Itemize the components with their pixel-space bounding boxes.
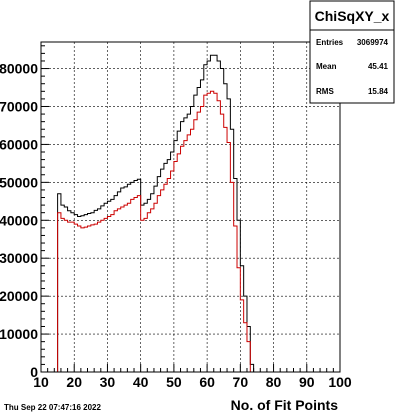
stats-label-entries: Entries bbox=[316, 38, 344, 47]
x-tick-label: 50 bbox=[166, 374, 182, 390]
y-tick-label: 0 bbox=[30, 364, 38, 380]
stats-value-mean: 45.41 bbox=[368, 62, 389, 71]
x-tick-label: 90 bbox=[299, 374, 315, 390]
series-layer bbox=[57, 54, 261, 373]
stats-box-frame bbox=[309, 0, 395, 104]
stats-value-entries: 3069974 bbox=[357, 38, 389, 47]
stats-label-mean: Mean bbox=[316, 62, 337, 71]
y-tick-label: 20000 bbox=[0, 288, 38, 304]
y-tick-label: 40000 bbox=[0, 212, 38, 228]
y-tick-label: 70000 bbox=[0, 98, 38, 114]
y-tick-label: 30000 bbox=[0, 250, 38, 266]
stats-title: ChiSqXY_x bbox=[315, 8, 390, 24]
x-tick-label: 60 bbox=[199, 374, 215, 390]
ticks bbox=[40, 45, 341, 373]
x-axis-title: No. of Fit Points bbox=[231, 397, 339, 413]
y-tick-label: 60000 bbox=[0, 136, 38, 152]
grid bbox=[41, 42, 340, 372]
x-tick-label: 80 bbox=[266, 374, 282, 390]
x-tick-label: 30 bbox=[100, 374, 116, 390]
x-tick-label: 100 bbox=[328, 374, 352, 390]
series-line-1 bbox=[57, 54, 261, 373]
x-tick-label: 10 bbox=[33, 374, 49, 390]
plot-frame bbox=[40, 41, 341, 373]
x-tick-label: 70 bbox=[233, 374, 249, 390]
stats-label-rms: RMS bbox=[316, 87, 334, 96]
datestamp: Thu Sep 22 07:47:16 2022 bbox=[4, 403, 101, 412]
tick-labels: 10 20 30 40 50 60 70 80 90 100 0 10000 20000 30000 400… bbox=[0, 61, 352, 390]
y-tick-label: 50000 bbox=[0, 174, 38, 190]
x-tick-label: 20 bbox=[66, 374, 82, 390]
series-line-2 bbox=[57, 90, 261, 373]
y-tick-label: 10000 bbox=[0, 326, 38, 342]
x-tick-label: 40 bbox=[133, 374, 149, 390]
stats-value-rms: 15.84 bbox=[368, 87, 389, 96]
stats-box: ChiSqXY_x Entries 3069974 Mean 45.41 RMS… bbox=[309, 0, 395, 104]
y-tick-label: 80000 bbox=[0, 61, 38, 77]
